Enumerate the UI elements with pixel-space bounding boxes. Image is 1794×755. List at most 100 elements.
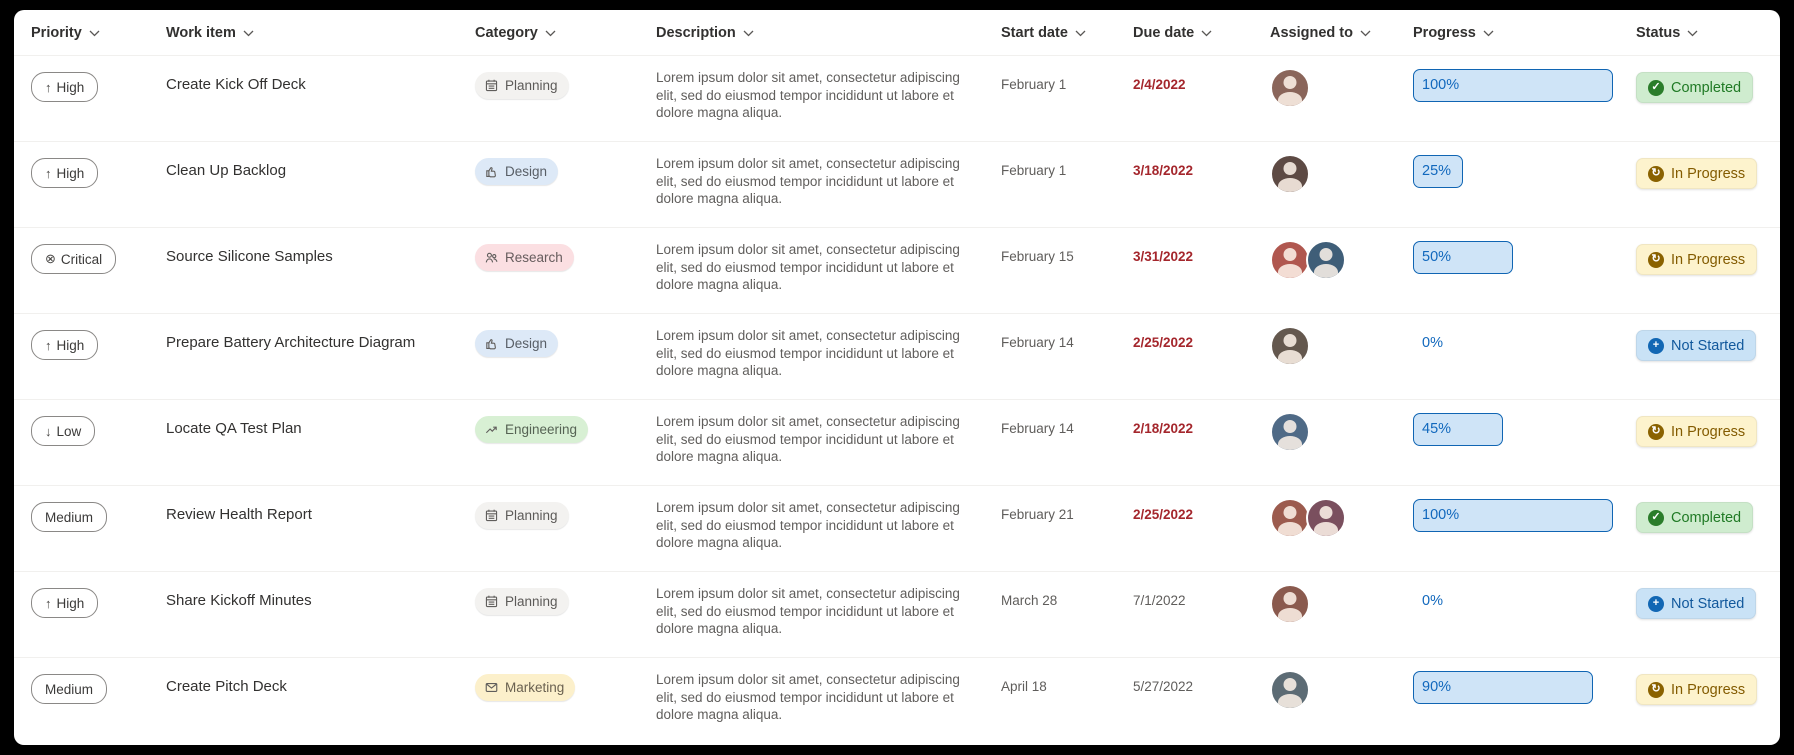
progress-label: 0% <box>1422 593 1443 609</box>
assigned-avatars[interactable] <box>1270 228 1413 280</box>
priority-pill[interactable]: ↑ High <box>31 158 99 188</box>
priority-arrow-icon: ↓ <box>45 423 52 439</box>
column-header-description[interactable]: Description <box>656 10 1001 55</box>
category-icon <box>484 508 499 523</box>
progress-label: 25% <box>1422 163 1452 179</box>
work-item-title[interactable]: Review Health Report <box>166 506 312 523</box>
progress-fill <box>1413 413 1503 446</box>
progress-bar[interactable]: 90% <box>1413 671 1613 707</box>
progress-bar[interactable]: 45% <box>1413 413 1613 449</box>
priority-arrow-icon: ↑ <box>45 165 52 181</box>
work-item-title[interactable]: Share Kickoff Minutes <box>166 592 312 609</box>
priority-label: High <box>56 165 85 181</box>
category-pill[interactable]: Design <box>475 330 559 357</box>
category-pill[interactable]: Marketing <box>475 674 576 701</box>
description-text: Lorem ipsum dolor sit amet, consectetur … <box>656 672 960 722</box>
chevron-down-icon <box>545 30 556 37</box>
due-date: 5/27/2022 <box>1133 679 1194 694</box>
column-header-work-item[interactable]: Work item <box>166 10 475 55</box>
avatar[interactable] <box>1270 326 1310 366</box>
column-header-assigned-to[interactable]: Assigned to <box>1270 10 1413 55</box>
work-item-title[interactable]: Source Silicone Samples <box>166 248 333 265</box>
start-date: February 14 <box>1001 335 1074 350</box>
priority-label: Medium <box>45 509 94 525</box>
avatar[interactable] <box>1270 584 1310 624</box>
progress-label: 50% <box>1422 249 1452 265</box>
category-pill[interactable]: Design <box>475 158 559 185</box>
category-label: Design <box>505 336 548 351</box>
assigned-avatars[interactable] <box>1270 142 1413 194</box>
progress-fill <box>1413 241 1513 274</box>
priority-label: High <box>56 595 85 611</box>
status-pill[interactable]: ✓ Completed <box>1636 502 1754 533</box>
category-pill[interactable]: Research <box>475 244 574 271</box>
status-pill[interactable]: ✓ Completed <box>1636 72 1754 103</box>
work-item-title[interactable]: Create Pitch Deck <box>166 678 287 695</box>
avatar[interactable] <box>1270 68 1310 108</box>
column-header-start-date[interactable]: Start date <box>1001 10 1133 55</box>
category-label: Engineering <box>505 422 578 437</box>
column-header-status[interactable]: Status <box>1636 10 1780 55</box>
avatar[interactable] <box>1270 670 1310 710</box>
column-header-priority[interactable]: Priority <box>31 10 166 55</box>
status-pill[interactable]: ↻ In Progress <box>1636 244 1758 275</box>
status-pill[interactable]: ↻ In Progress <box>1636 674 1758 705</box>
category-pill[interactable]: Planning <box>475 502 569 529</box>
priority-pill[interactable]: Medium <box>31 502 108 532</box>
column-header-label: Due date <box>1133 24 1195 41</box>
progress-bar[interactable]: 100% <box>1413 69 1613 105</box>
progress-bar[interactable]: 0% <box>1413 585 1613 621</box>
column-header-category[interactable]: Category <box>475 10 656 55</box>
start-date: February 14 <box>1001 421 1074 436</box>
status-label: Not Started <box>1671 337 1745 354</box>
start-date: February 1 <box>1001 77 1067 92</box>
category-pill[interactable]: Engineering <box>475 416 589 443</box>
priority-pill[interactable]: Medium <box>31 674 108 704</box>
progress-bar[interactable]: 25% <box>1413 155 1613 191</box>
avatar[interactable] <box>1270 498 1310 538</box>
avatar[interactable] <box>1270 412 1310 452</box>
avatar[interactable] <box>1306 240 1346 280</box>
status-pill[interactable]: ↻ In Progress <box>1636 416 1758 447</box>
priority-pill[interactable]: ↓ Low <box>31 416 96 446</box>
status-pill[interactable]: + Not Started <box>1636 588 1757 619</box>
chevron-down-icon <box>89 30 100 37</box>
status-pill[interactable]: ↻ In Progress <box>1636 158 1758 189</box>
priority-pill[interactable]: ↑ High <box>31 588 99 618</box>
progress-bar[interactable]: 0% <box>1413 327 1613 363</box>
progress-label: 90% <box>1422 679 1452 695</box>
start-date: March 28 <box>1001 593 1058 608</box>
progress-bar[interactable]: 50% <box>1413 241 1613 277</box>
column-header-progress[interactable]: Progress <box>1413 10 1636 55</box>
work-item-title[interactable]: Locate QA Test Plan <box>166 420 302 437</box>
assigned-avatars[interactable] <box>1270 56 1413 108</box>
column-header-label: Description <box>656 24 736 41</box>
priority-pill[interactable]: ↑ High <box>31 330 99 360</box>
priority-label: Medium <box>45 681 94 697</box>
progress-label: 45% <box>1422 421 1452 437</box>
priority-arrow-icon: ↑ <box>45 595 52 611</box>
progress-label: 100% <box>1422 77 1460 93</box>
assigned-avatars[interactable] <box>1270 658 1413 710</box>
avatar[interactable] <box>1306 498 1346 538</box>
assigned-avatars[interactable] <box>1270 486 1413 538</box>
priority-arrow-icon: ↑ <box>45 79 52 95</box>
status-pill[interactable]: + Not Started <box>1636 330 1757 361</box>
work-item-title[interactable]: Create Kick Off Deck <box>166 76 306 93</box>
assigned-avatars[interactable] <box>1270 572 1413 624</box>
avatar[interactable] <box>1270 154 1310 194</box>
avatar[interactable] <box>1270 240 1310 280</box>
table-row: ⊗ Critical Source Silicone Samples Resea… <box>14 227 1780 313</box>
assigned-avatars[interactable] <box>1270 400 1413 452</box>
category-label: Planning <box>505 508 558 523</box>
work-item-title[interactable]: Prepare Battery Architecture Diagram <box>166 334 416 351</box>
column-header-due-date[interactable]: Due date <box>1133 10 1270 55</box>
priority-pill[interactable]: ↑ High <box>31 72 99 102</box>
work-item-title[interactable]: Clean Up Backlog <box>166 162 287 179</box>
priority-pill[interactable]: ⊗ Critical <box>31 244 117 274</box>
assigned-avatars[interactable] <box>1270 314 1413 366</box>
progress-bar[interactable]: 100% <box>1413 499 1613 535</box>
category-label: Planning <box>505 78 558 93</box>
category-pill[interactable]: Planning <box>475 72 569 99</box>
category-pill[interactable]: Planning <box>475 588 569 615</box>
